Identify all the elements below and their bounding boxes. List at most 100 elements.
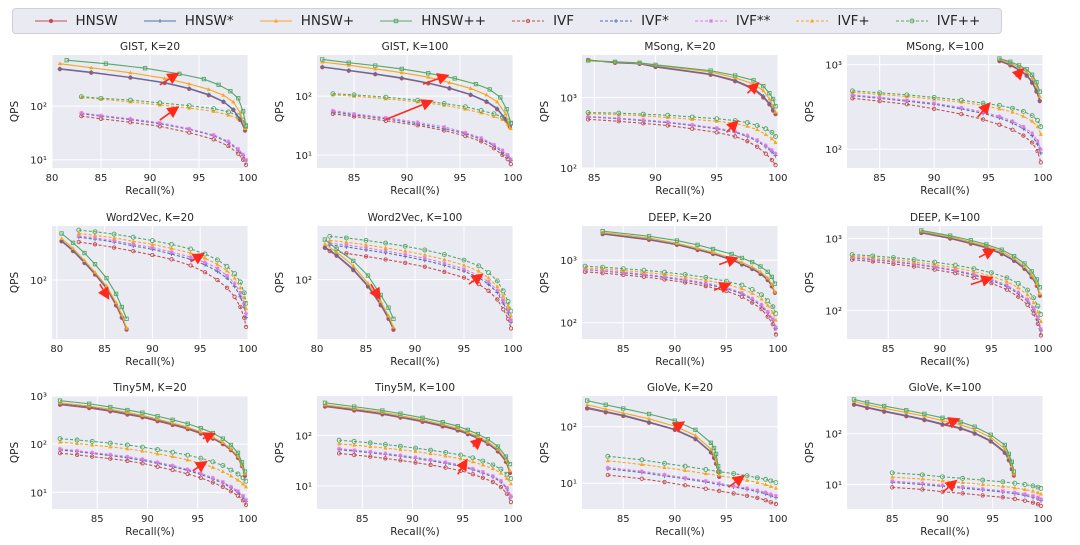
data-point (744, 493, 750, 498)
data-point (585, 402, 590, 407)
arrow-head (947, 417, 961, 429)
data-point (244, 157, 248, 162)
y-tick-label: 10² (30, 102, 47, 113)
y-tick-label: 10² (295, 92, 312, 103)
data-point (919, 228, 924, 233)
data-point (455, 424, 460, 429)
data-point (383, 451, 388, 456)
data-point (773, 501, 778, 507)
data-point (759, 302, 764, 307)
data-point (92, 262, 98, 267)
data-point (919, 472, 925, 478)
series-layer (57, 58, 248, 168)
arrow-head (469, 437, 483, 451)
data-point (169, 241, 174, 247)
data-point (420, 415, 425, 420)
data-point (215, 277, 220, 283)
data-point (960, 491, 965, 496)
data-point (150, 242, 155, 246)
data-point (383, 456, 388, 461)
series-hnsw-star (320, 64, 512, 129)
panel-word2vec-k-100: 80 85 90 95 100 10² Word2Vec, K=100 Recall(%) QP… (274, 212, 523, 368)
data-point (64, 58, 69, 63)
data-point (235, 450, 241, 455)
data-point (485, 439, 490, 444)
x-tick-label: 90 (141, 514, 154, 525)
series-line (59, 68, 246, 131)
data-point (1021, 114, 1026, 118)
data-point (226, 139, 231, 144)
data-point (76, 233, 81, 238)
arrow-shaft (472, 445, 475, 448)
data-point (82, 258, 87, 262)
data-point (503, 454, 509, 459)
data-point (243, 497, 248, 502)
data-point (238, 290, 243, 295)
data-point (773, 140, 778, 144)
series-hnsw-plus-plus (997, 56, 1042, 94)
data-point (1038, 160, 1043, 165)
data-point (683, 277, 688, 282)
data-point (59, 236, 64, 241)
data-point (75, 448, 80, 453)
data-point (507, 468, 512, 473)
series-ivf-plus (850, 253, 1043, 324)
data-point (773, 325, 778, 330)
data-point (505, 152, 510, 157)
data-point (1011, 469, 1017, 474)
data-point (244, 311, 248, 316)
data-point (1016, 285, 1021, 290)
series-line (585, 267, 777, 321)
data-point (243, 478, 248, 484)
data-point (1031, 311, 1036, 316)
panel-glove-k-20: 85 90 95 100 10¹ 10² GloVe, K=20 Recall(%) QPS (539, 382, 788, 538)
data-point (368, 449, 373, 454)
arrow-shaft (944, 422, 950, 426)
data-point (960, 475, 966, 481)
data-point (58, 446, 63, 451)
series-hnsw-plus-plus (851, 397, 1017, 474)
data-point (422, 256, 427, 261)
x-tick-label: 95 (720, 344, 733, 355)
y-axis-label: QPS (274, 272, 286, 294)
data-point (75, 441, 80, 446)
data-point (188, 263, 193, 268)
data-point (228, 442, 234, 448)
data-point (1030, 483, 1036, 489)
panel-title: GloVe, K=20 (647, 382, 713, 394)
y-tick-label: 10¹ (30, 488, 47, 499)
data-point (765, 275, 770, 280)
arrow-head (725, 255, 739, 268)
x-axis-label: Recall(%) (920, 526, 970, 538)
arrow-head (436, 73, 450, 85)
data-point (1037, 285, 1043, 290)
data-point (960, 480, 965, 485)
data-point (169, 246, 174, 250)
series-layer (582, 228, 778, 337)
data-point (486, 270, 491, 276)
y-tick-label: 10¹ (30, 156, 47, 167)
data-point (682, 463, 688, 469)
data-point (1035, 484, 1041, 490)
series-line (585, 269, 777, 329)
x-tick-label: 95 (720, 514, 733, 525)
x-tick-label: 100 (503, 173, 522, 184)
data-point (352, 452, 357, 458)
data-point (758, 264, 763, 269)
data-point (773, 480, 778, 485)
legend-item-hnsw-star: HNSW* (143, 13, 234, 29)
series-ivf-plus-plus (582, 263, 778, 317)
panel-deep-k-20: 85 90 95 100 10² 10³ DEEP, K=20 Recall(%) QPS (539, 212, 788, 368)
series-layer (57, 398, 248, 507)
series-layer (322, 233, 513, 332)
data-point (87, 401, 92, 406)
data-point (220, 469, 225, 474)
data-point (500, 148, 505, 153)
panel-title: Word2Vec, K=20 (106, 212, 194, 224)
x-tick-label: 100 (1033, 344, 1052, 355)
data-point (767, 96, 772, 101)
data-point (582, 263, 588, 269)
series-hnsw-plus-plus (600, 228, 778, 286)
data-point (458, 456, 463, 461)
annotation-arrow (469, 437, 483, 451)
